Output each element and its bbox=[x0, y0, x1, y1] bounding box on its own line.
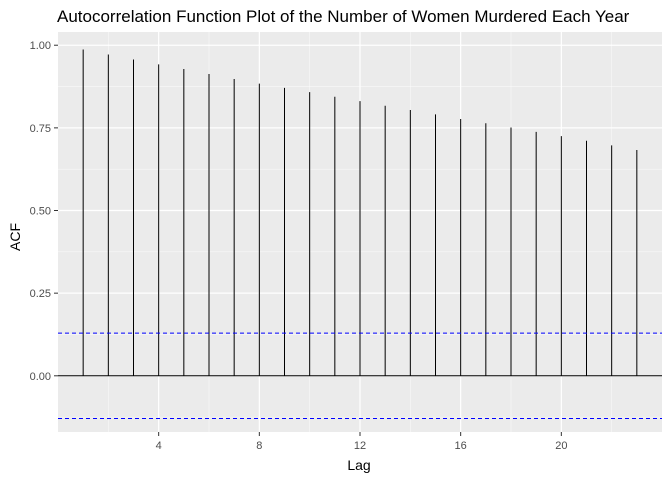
x-tick-label: 16 bbox=[455, 440, 467, 452]
x-tick-label: 20 bbox=[555, 440, 567, 452]
x-tick-label: 4 bbox=[156, 440, 162, 452]
x-axis-title: Lag bbox=[347, 457, 370, 473]
confidence-bounds bbox=[58, 332, 662, 419]
y-tick-label: 0.00 bbox=[30, 371, 51, 383]
y-tick-label: 0.75 bbox=[30, 123, 51, 135]
acf-bars bbox=[82, 49, 638, 376]
y-tick-label: 1.00 bbox=[30, 40, 51, 52]
x-tick-label: 12 bbox=[354, 440, 366, 452]
x-axis-ticks: 4 8 12 16 20 bbox=[156, 432, 567, 452]
y-tick-label: 0.25 bbox=[30, 288, 51, 300]
y-axis-title: ACF bbox=[7, 223, 23, 251]
y-axis-ticks: 0.00 0.25 0.50 0.75 1.00 bbox=[30, 40, 58, 383]
y-tick-label: 0.50 bbox=[30, 206, 51, 218]
chart-title: Autocorrelation Function Plot of the Num… bbox=[57, 7, 630, 26]
x-tick-label: 8 bbox=[256, 440, 262, 452]
